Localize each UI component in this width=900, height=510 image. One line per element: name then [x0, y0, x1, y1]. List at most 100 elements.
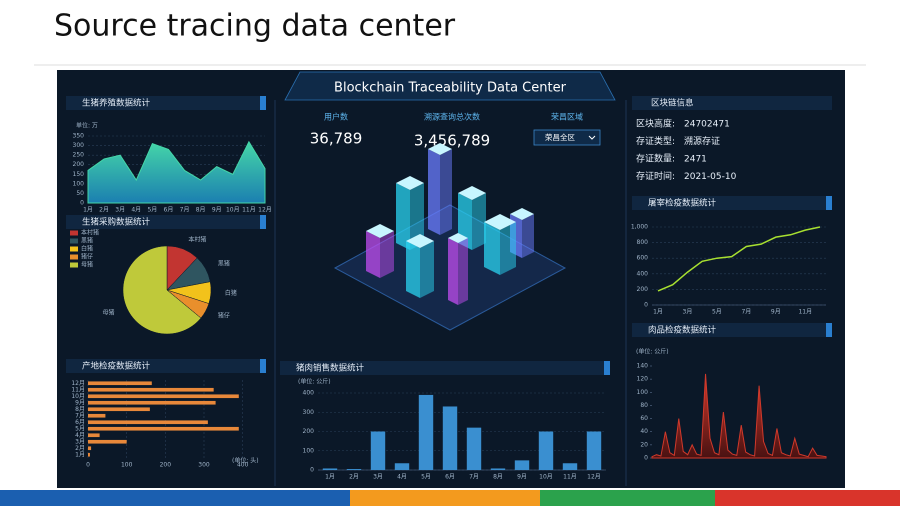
- x-tick-label: 9月: [771, 309, 781, 316]
- legend-label: 白猪: [81, 245, 93, 253]
- building-right: [420, 241, 434, 298]
- panel-title: 产地检疫数据统计: [82, 361, 151, 372]
- x-tick-label: 2月: [99, 207, 109, 214]
- y-tick-label: 9月: [75, 399, 85, 406]
- info-label: 区块高度:: [636, 118, 675, 130]
- legend-label: 猪仔: [81, 253, 93, 261]
- building-top: [406, 234, 434, 248]
- panel-title-accent: [826, 196, 832, 210]
- x-tick-label: 1月: [325, 474, 335, 481]
- bar: [88, 407, 150, 412]
- panel-title-bar: [66, 359, 266, 373]
- unit-label: (单位: 公斤): [298, 378, 331, 386]
- y-tick-label: 1月: [75, 451, 85, 458]
- bar: [88, 452, 90, 457]
- area: [87, 140, 266, 204]
- info-value: 溯源存证: [684, 135, 720, 147]
- x-tick-label: 9月: [517, 474, 527, 481]
- stat-value: 36,789: [310, 130, 363, 148]
- panel-title-accent: [260, 96, 266, 110]
- bar: [88, 394, 239, 399]
- y-tick-label: 7月: [75, 412, 85, 419]
- panel-title: 生猪养殖数据统计: [82, 98, 151, 109]
- info-value: 2021-05-10: [684, 172, 737, 182]
- slice-label: 本村猪: [188, 235, 206, 243]
- stripe: [540, 490, 715, 506]
- y-tick-label: 0: [310, 467, 314, 474]
- y-tick-label: 100: [303, 447, 315, 454]
- x-tick-label: 10月: [539, 474, 553, 481]
- info-value: 2471: [684, 155, 707, 165]
- y-tick-label: 60: [640, 415, 648, 422]
- legend-swatch: [70, 238, 78, 244]
- y-tick-label: 350: [73, 133, 85, 140]
- x-tick-label: 200: [160, 462, 172, 469]
- building-left: [366, 231, 380, 278]
- bar: [562, 463, 578, 470]
- building-top: [510, 208, 534, 220]
- y-tick-label: 50: [76, 190, 84, 197]
- info-value: 24702471: [684, 120, 730, 130]
- bar: [346, 469, 362, 470]
- unit-label: (单位: 公斤): [636, 348, 669, 356]
- y-tick-label: 0: [644, 302, 648, 309]
- bar: [490, 468, 506, 470]
- x-tick-label: 12月: [587, 474, 601, 481]
- x-tick-label: 300: [198, 462, 210, 469]
- x-tick-label: 11月: [563, 474, 577, 481]
- bar: [88, 439, 127, 444]
- x-tick-label: 11月: [798, 309, 812, 316]
- stripe: [350, 490, 540, 506]
- x-tick-label: 10月: [226, 207, 240, 214]
- building-top: [428, 143, 452, 155]
- y-tick-label: 200: [73, 161, 85, 168]
- y-tick-label: 300: [303, 409, 315, 416]
- bar: [88, 400, 216, 405]
- x-tick-label: 12月: [258, 207, 272, 214]
- y-tick-label: 200: [637, 286, 649, 293]
- select-box[interactable]: [533, 129, 601, 146]
- stat-value: 3,456,789: [414, 132, 490, 150]
- legend-label: 本村猪: [81, 229, 99, 237]
- bar: [88, 446, 92, 451]
- x-tick-label: 6月: [164, 207, 174, 214]
- y-tick-label: 4月: [75, 432, 85, 439]
- region-select[interactable]: 荣昌全区: [533, 129, 601, 146]
- legend-swatch: [70, 230, 78, 236]
- y-tick-label: 140: [637, 363, 649, 370]
- chevron[interactable]: [588, 135, 596, 140]
- bar: [586, 431, 602, 470]
- x-tick-label: 5月: [147, 207, 157, 214]
- x-tick-label: 1月: [83, 207, 93, 214]
- y-tick-label: 600: [637, 255, 649, 262]
- legend-label: 母猪: [81, 261, 93, 269]
- legend-swatch: [70, 262, 78, 268]
- y-tick-label: 12月: [71, 380, 85, 387]
- legend-label: 黑猪: [81, 237, 93, 245]
- y-tick-label: 5月: [75, 425, 85, 432]
- x-tick-label: 3月: [115, 207, 125, 214]
- header-plate: [284, 71, 616, 101]
- bar: [88, 426, 239, 431]
- area: [651, 373, 827, 459]
- panel-title-bar: [66, 215, 266, 229]
- y-tick-label: 0: [80, 200, 84, 207]
- building-right: [458, 238, 468, 305]
- city-illustration: [333, 143, 567, 331]
- y-tick-label: 250: [73, 152, 85, 159]
- y-tick-label: 0: [644, 455, 648, 462]
- building-left: [448, 238, 458, 305]
- x-tick-label: 6月: [445, 474, 455, 481]
- bar: [370, 431, 386, 470]
- slice-label: 黑猪: [218, 259, 230, 267]
- slice-label: 母猪: [103, 308, 115, 316]
- y-tick-label: 120: [637, 376, 649, 383]
- stripe: [0, 490, 350, 506]
- select-text[interactable]: 荣昌全区: [545, 132, 575, 142]
- stat-label: 溯源查询总次数: [424, 112, 480, 122]
- building-top: [484, 214, 516, 230]
- stripe: [715, 490, 900, 506]
- panel-title-accent: [604, 361, 610, 375]
